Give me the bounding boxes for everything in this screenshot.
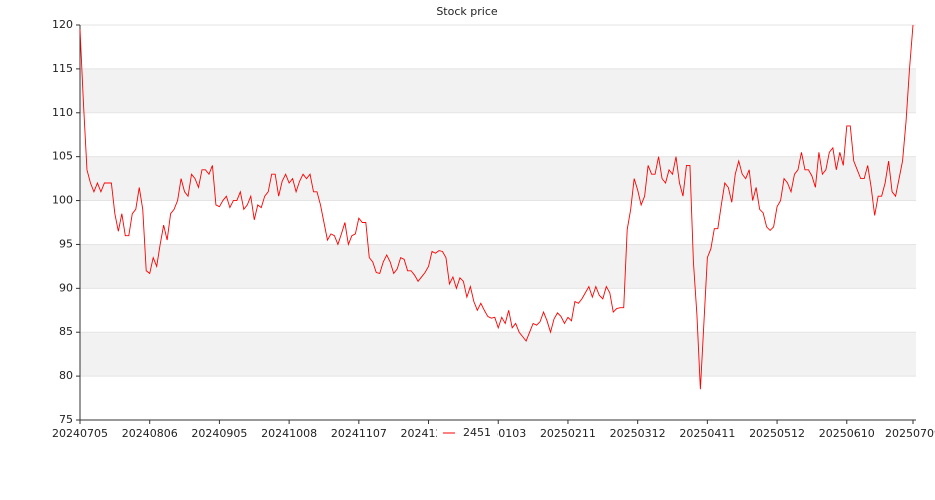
x-tick-label: 20250512 — [749, 427, 805, 440]
y-tick-label: 85 — [59, 325, 73, 338]
x-tick-label: 20250312 — [610, 427, 666, 440]
legend-label: 2451 — [463, 426, 491, 439]
y-tick-label: 105 — [52, 150, 73, 163]
x-tick-label: 20250610 — [819, 427, 875, 440]
y-tick-label: 110 — [52, 106, 73, 119]
y-tick-label: 80 — [59, 369, 73, 382]
grid-band — [80, 244, 916, 289]
line-series — [79, 24, 914, 390]
x-tick-label: 20240905 — [191, 427, 247, 440]
legend-box — [437, 424, 497, 442]
x-tick-label: 20250411 — [679, 427, 735, 440]
x-tick-label: 20241107 — [331, 427, 387, 440]
x-tick-label: 20250211 — [540, 427, 596, 440]
grid-band — [80, 156, 916, 201]
y-tick-label: 90 — [59, 281, 73, 294]
y-tick-label: 75 — [59, 413, 73, 426]
x-tick-label: 20241008 — [261, 427, 317, 440]
y-tick-label: 100 — [52, 194, 73, 207]
y-tick-label: 115 — [52, 62, 73, 75]
y-tick-label: 120 — [52, 18, 73, 31]
y-tick-label: 95 — [59, 237, 73, 250]
chart-title: Stock price — [436, 5, 498, 18]
legend: 2451 — [437, 424, 497, 442]
x-tick-label: 20240806 — [122, 427, 178, 440]
x-tick-label: 20240705 — [52, 427, 108, 440]
grid-band — [80, 332, 916, 377]
x-tick-label: 20250709 — [885, 427, 935, 440]
grid-band — [80, 68, 916, 113]
